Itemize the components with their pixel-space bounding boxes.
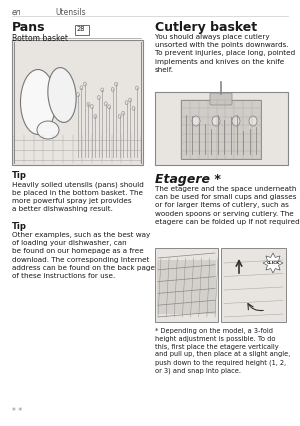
Ellipse shape [94,89,97,93]
Text: * *: * * [12,407,22,416]
Ellipse shape [37,121,59,139]
FancyBboxPatch shape [181,100,261,159]
FancyBboxPatch shape [155,248,218,322]
Ellipse shape [83,82,86,86]
Text: Heavily soiled utensils (pans) should
be placed in the bottom basket. The
more p: Heavily soiled utensils (pans) should be… [12,181,144,212]
FancyBboxPatch shape [12,40,143,165]
Text: Utensils: Utensils [55,8,86,17]
Text: CLICK: CLICK [266,261,280,265]
Ellipse shape [118,113,121,117]
Ellipse shape [48,68,76,122]
Polygon shape [263,253,283,273]
Ellipse shape [212,116,220,126]
Text: Tip: Tip [12,171,27,180]
FancyBboxPatch shape [221,248,286,322]
Ellipse shape [104,86,107,90]
Text: Cutlery basket: Cutlery basket [155,21,257,34]
Text: You should always place cutlery
unsorted with the points downwards.
To prevent i: You should always place cutlery unsorted… [155,34,295,73]
Ellipse shape [232,116,240,126]
Ellipse shape [136,104,139,108]
Text: The etagere and the space underneath
can be used for small cups and glasses
or f: The etagere and the space underneath can… [155,186,300,225]
Text: Bottom basket: Bottom basket [12,34,70,43]
Text: Etagere *: Etagere * [155,173,221,186]
FancyBboxPatch shape [210,93,232,105]
FancyBboxPatch shape [74,25,88,35]
Ellipse shape [125,106,128,110]
Ellipse shape [115,105,118,109]
Text: Pans: Pans [12,21,46,34]
Ellipse shape [129,99,132,103]
Ellipse shape [97,88,100,92]
Ellipse shape [101,107,104,111]
Text: Other examples, such as the best way
of loading your dishwasher, can
be found on: Other examples, such as the best way of … [12,232,155,279]
FancyBboxPatch shape [157,260,216,314]
Ellipse shape [111,83,114,87]
Text: Tip: Tip [12,222,27,231]
Text: 28: 28 [77,26,85,32]
Ellipse shape [192,116,200,126]
Ellipse shape [90,81,93,84]
FancyBboxPatch shape [155,92,288,165]
Ellipse shape [122,83,124,86]
Ellipse shape [249,116,257,126]
Ellipse shape [132,109,135,113]
Ellipse shape [20,69,56,135]
Ellipse shape [80,105,83,109]
Text: * Depending on the model, a 3-fold
height adjustment is possible. To do
this, fi: * Depending on the model, a 3-fold heigh… [155,328,290,374]
Ellipse shape [76,103,80,106]
Ellipse shape [108,92,111,96]
Text: en: en [12,8,22,17]
Ellipse shape [87,86,90,90]
